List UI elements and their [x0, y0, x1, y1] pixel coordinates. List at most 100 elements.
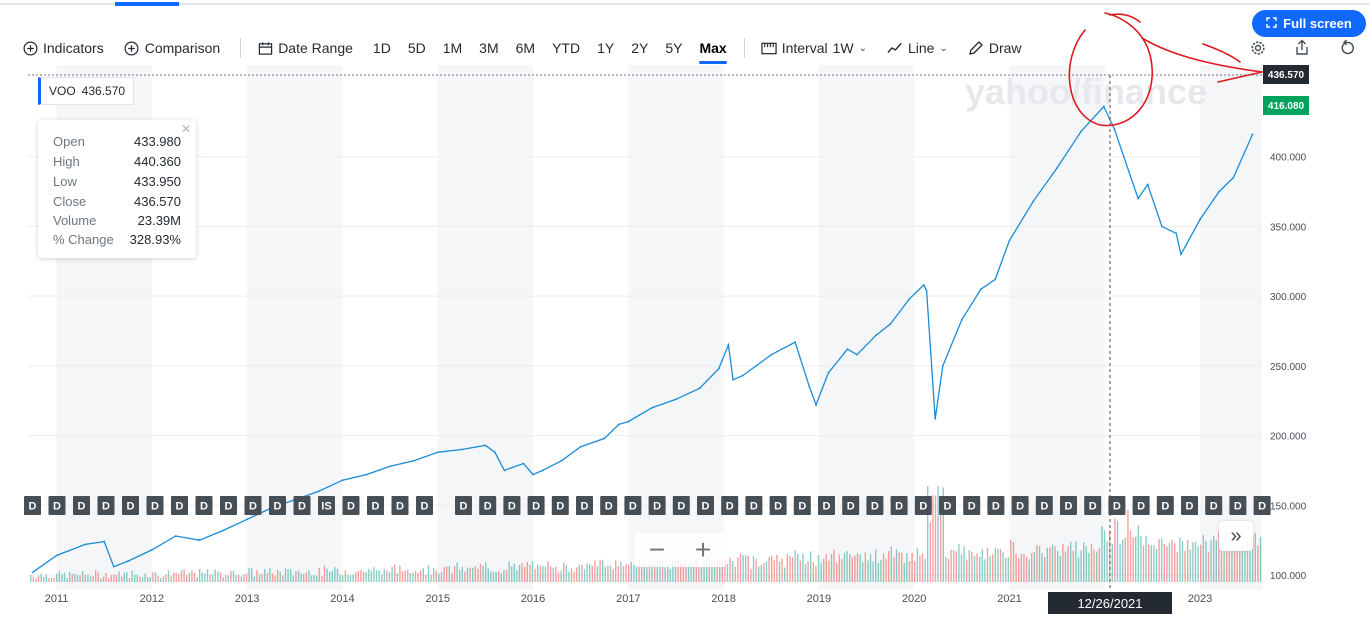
draw-button[interactable]: Draw [968, 40, 1022, 56]
dividend-marker-box [1011, 496, 1029, 515]
dividend-marker[interactable]: D [1035, 496, 1053, 515]
volume-bar [817, 554, 820, 582]
dividend-marker[interactable]: D [1229, 496, 1247, 515]
price-point [150, 549, 153, 551]
volume-bar [1049, 547, 1051, 582]
zoom-out-button[interactable]: − [648, 534, 666, 565]
dividend-marker[interactable]: D [551, 496, 569, 515]
comparison-button[interactable]: Comparison [124, 40, 220, 56]
dividend-marker[interactable]: D [769, 496, 787, 515]
range-1y[interactable]: 1Y [597, 40, 615, 56]
dividend-marker[interactable]: D [479, 496, 497, 515]
dividend-marker[interactable]: D [269, 496, 286, 515]
date-range-button[interactable]: Date Range [257, 40, 353, 56]
volume-bar [612, 569, 614, 582]
ohlc-label: Close [53, 193, 87, 209]
dividend-marker[interactable]: D [220, 496, 237, 515]
dividend-marker[interactable]: D [963, 496, 981, 515]
range-1d[interactable]: 1D [372, 40, 391, 56]
dividend-marker[interactable]: D [244, 496, 262, 515]
crosshair-date-label: 12/26/2021 [1077, 595, 1143, 611]
dividend-marker[interactable]: D [455, 496, 472, 515]
symbol-legend[interactable]: VOO 436.570 [38, 77, 135, 105]
dividend-marker[interactable]: D [293, 496, 311, 515]
range-ytd[interactable]: YTD [552, 40, 581, 56]
dividend-marker[interactable]: D [745, 496, 763, 515]
volume-bar [469, 567, 471, 582]
chart-type-dropdown[interactable]: Line ⌄ [887, 40, 948, 56]
volume-bar [1181, 541, 1184, 582]
range-2y[interactable]: 2Y [631, 40, 649, 56]
volume-bar [162, 576, 164, 582]
dividend-marker[interactable]: D [648, 496, 666, 515]
dividend-marker[interactable]: IS [318, 496, 335, 515]
dividend-marker[interactable]: D [367, 496, 384, 515]
dividend-marker[interactable]: D [890, 496, 908, 515]
dividend-marker[interactable]: D [1084, 496, 1102, 515]
top-tab-indicator [115, 2, 179, 6]
indicators-button[interactable]: Indicators [22, 40, 104, 56]
dividend-marker[interactable]: D [48, 496, 66, 515]
dividend-marker-box [721, 496, 739, 515]
dividend-marker[interactable]: D [1253, 496, 1271, 515]
dividend-marker[interactable]: D [1181, 496, 1198, 515]
zoom-in-button[interactable]: + [694, 534, 712, 565]
dividend-marker[interactable]: D [1156, 496, 1174, 515]
reset-button[interactable] [1338, 39, 1358, 60]
volume-bar [765, 561, 768, 582]
dividend-marker[interactable]: D [1205, 496, 1223, 515]
dividend-marker[interactable]: D [97, 496, 115, 515]
range-1m[interactable]: 1M [442, 40, 463, 56]
dividend-marker[interactable]: D [416, 496, 433, 515]
dividend-marker[interactable]: D [939, 496, 956, 515]
dividend-marker[interactable]: D [600, 496, 618, 515]
dividend-marker[interactable]: D [842, 496, 860, 515]
dividend-marker[interactable]: D [391, 496, 409, 515]
range-5y[interactable]: 5Y [665, 40, 683, 56]
dividend-marker[interactable]: D [195, 496, 213, 515]
dividend-marker[interactable]: D [1060, 496, 1077, 515]
dividend-marker[interactable]: D [1108, 496, 1126, 515]
dividend-marker[interactable]: D [24, 496, 41, 515]
dividend-marker[interactable]: D [914, 496, 932, 515]
range-max[interactable]: Max [699, 40, 727, 64]
volume-bar [599, 560, 601, 582]
dividend-marker[interactable]: D [146, 496, 164, 515]
volume-bar [43, 576, 45, 582]
dividend-marker[interactable]: D [171, 496, 188, 515]
dividend-marker[interactable]: D [697, 496, 714, 515]
dividend-marker[interactable]: D [576, 496, 593, 515]
dividend-marker[interactable]: D [342, 496, 360, 515]
dividend-marker[interactable]: D [73, 496, 90, 515]
dividend-marker[interactable]: D [1132, 496, 1150, 515]
settings-button[interactable] [1248, 40, 1268, 60]
dividend-marker[interactable]: D [527, 496, 545, 515]
dividend-marker[interactable]: D [624, 496, 642, 515]
dividend-marker[interactable]: D [122, 496, 139, 515]
dividend-marker[interactable]: D [503, 496, 521, 515]
dividend-marker[interactable]: D [672, 496, 690, 515]
volume-bar [760, 564, 762, 582]
dividend-markers[interactable]: D D D D D D D D D D D D IS D D D D D D D D D D D D D D D D D D D D D D D D D D… [24, 496, 1271, 515]
close-icon[interactable]: ✕ [180, 122, 191, 136]
dividend-marker[interactable]: D [721, 496, 739, 515]
range-3m[interactable]: 3M [479, 40, 499, 56]
dividend-marker-label: D [102, 501, 110, 513]
dividend-marker[interactable]: D [818, 496, 835, 515]
scroll-forward-button[interactable]: » [1219, 521, 1253, 551]
volume-bar [199, 568, 201, 582]
range-6m[interactable]: 6M [515, 40, 536, 56]
dividend-marker[interactable]: D [793, 496, 811, 515]
volume-bar [1002, 552, 1004, 582]
dividend-marker[interactable]: D [1011, 496, 1029, 515]
volume-bar [118, 571, 120, 582]
range-5d[interactable]: 5D [407, 40, 426, 56]
share-button[interactable] [1292, 39, 1312, 60]
volume-bar [58, 570, 60, 582]
dividend-marker[interactable]: D [987, 496, 1005, 515]
fullscreen-button[interactable]: Full screen [1252, 10, 1366, 37]
dividend-marker[interactable]: D [866, 496, 884, 515]
price-point [1232, 176, 1235, 179]
interval-dropdown[interactable]: Interval 1W ⌄ [761, 40, 867, 56]
